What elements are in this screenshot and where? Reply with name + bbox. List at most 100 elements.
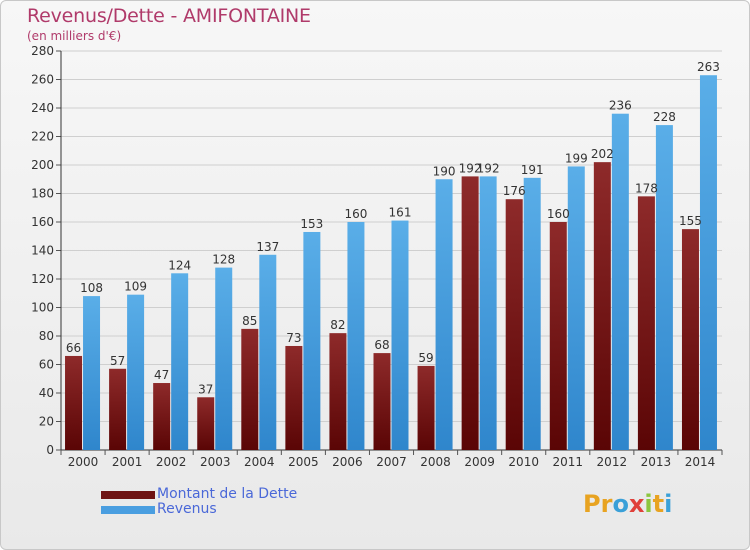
x-tick-label: 2006 xyxy=(332,455,363,469)
data-label-debt: 155 xyxy=(679,214,702,228)
bar-debt xyxy=(65,355,83,450)
bar-revenus xyxy=(611,113,629,450)
y-tick-label: 80 xyxy=(39,329,54,343)
x-tick-label: 2001 xyxy=(112,455,143,469)
y-tick-label: 220 xyxy=(31,130,54,144)
y-tick-label: 20 xyxy=(39,415,54,429)
bar-debt xyxy=(285,345,303,450)
legend-swatch-revenus xyxy=(101,505,155,514)
bar-revenus xyxy=(259,254,277,450)
data-label-revenus: 109 xyxy=(124,280,147,294)
bar-revenus xyxy=(655,125,673,450)
chart-title: Revenus/Dette - AMIFONTAINE xyxy=(27,5,311,27)
x-tick-label: 2005 xyxy=(288,455,319,469)
bar-debt xyxy=(681,229,699,450)
legend-label-revenus: Revenus xyxy=(157,501,217,517)
data-label-debt: 192 xyxy=(459,161,482,175)
logo-letter: t xyxy=(652,490,665,518)
y-tick-label: 0 xyxy=(46,443,54,457)
bar-debt xyxy=(109,368,127,450)
y-tick-label: 40 xyxy=(39,386,54,400)
data-label-revenus: 137 xyxy=(256,240,279,254)
bar-revenus xyxy=(699,75,717,450)
data-label-debt: 68 xyxy=(374,338,389,352)
bar-revenus xyxy=(567,166,585,451)
bar-debt xyxy=(461,176,479,450)
y-tick-label: 260 xyxy=(31,73,54,87)
logo-letter: i xyxy=(644,490,653,518)
bars xyxy=(65,75,717,451)
x-tick-label: 2007 xyxy=(376,455,407,469)
bar-debt xyxy=(549,222,567,450)
logo-letter: i xyxy=(664,490,673,518)
x-tick-label: 2013 xyxy=(641,455,672,469)
bar-debt xyxy=(417,365,435,450)
bar-debt xyxy=(197,397,215,450)
y-tick-label: 120 xyxy=(31,272,54,286)
x-tick-label: 2012 xyxy=(597,455,628,469)
data-label-debt: 176 xyxy=(503,184,526,198)
legend-item-debt: Montant de la Dette xyxy=(101,487,297,502)
data-label-revenus: 128 xyxy=(212,253,235,267)
y-tick-label: 100 xyxy=(31,301,54,315)
bar-revenus xyxy=(347,222,365,450)
data-labels: 66 108 57 109 47 124 37 128 85 137 73 153 82 160 68 161… xyxy=(66,60,720,396)
x-tick-label: 2011 xyxy=(552,455,583,469)
x-tick-label: 2008 xyxy=(420,455,451,469)
bar-revenus xyxy=(83,296,101,450)
x-tick-label: 2014 xyxy=(685,455,716,469)
data-label-revenus: 192 xyxy=(477,161,500,175)
data-label-revenus: 108 xyxy=(80,281,103,295)
legend: Montant de la Dette Revenus xyxy=(101,487,297,517)
bar-revenus xyxy=(215,267,233,450)
proxiti-logo: Proxiti xyxy=(583,490,672,518)
data-label-debt: 59 xyxy=(418,351,433,365)
data-label-revenus: 236 xyxy=(609,99,632,113)
data-label-debt: 85 xyxy=(242,314,257,328)
data-label-revenus: 228 xyxy=(653,110,676,124)
legend-swatch-debt xyxy=(101,490,155,499)
chart-subtitle: (en milliers d'€) xyxy=(27,29,122,43)
bar-debt xyxy=(373,353,391,450)
bar-debt xyxy=(505,199,523,450)
x-tick-label: 2000 xyxy=(68,455,99,469)
y-tick-label: 140 xyxy=(31,244,54,258)
data-label-debt: 160 xyxy=(547,207,570,221)
y-tick-label: 240 xyxy=(31,101,54,115)
data-label-debt: 47 xyxy=(154,368,169,382)
tick-labels: 0 20 40 60 80 100 120 140 160 180 200 220 240 260 280 2… xyxy=(31,44,715,469)
logo-letter: P xyxy=(583,490,601,518)
logo-letter: x xyxy=(628,490,645,518)
y-tick-label: 180 xyxy=(31,187,54,201)
data-label-debt: 73 xyxy=(286,331,301,345)
data-label-debt: 202 xyxy=(591,147,614,161)
data-label-revenus: 153 xyxy=(300,217,323,231)
legend-item-revenus: Revenus xyxy=(101,502,297,517)
bar-debt xyxy=(241,328,259,450)
logo-letter: o xyxy=(612,490,629,518)
data-label-revenus: 199 xyxy=(565,151,588,165)
x-tick-label: 2003 xyxy=(200,455,231,469)
data-label-revenus: 263 xyxy=(697,60,720,74)
bar-revenus xyxy=(479,176,497,450)
y-tick-label: 280 xyxy=(31,44,54,58)
bar-revenus xyxy=(435,179,453,450)
bar-revenus xyxy=(391,220,409,450)
x-tick-label: 2009 xyxy=(464,455,495,469)
data-label-revenus: 124 xyxy=(168,258,191,272)
y-tick-label: 200 xyxy=(31,158,54,172)
data-label-debt: 57 xyxy=(110,354,125,368)
y-tick-label: 60 xyxy=(39,358,54,372)
data-label-revenus: 160 xyxy=(344,207,367,221)
bar-revenus xyxy=(523,177,541,450)
legend-label-debt: Montant de la Dette xyxy=(157,486,298,502)
bar-revenus xyxy=(127,294,145,450)
bar-debt xyxy=(153,383,171,450)
bar-revenus xyxy=(303,231,321,450)
x-tick-label: 2010 xyxy=(508,455,539,469)
bar-debt xyxy=(329,333,347,450)
data-label-debt: 178 xyxy=(635,181,658,195)
y-tick-label: 160 xyxy=(31,215,54,229)
